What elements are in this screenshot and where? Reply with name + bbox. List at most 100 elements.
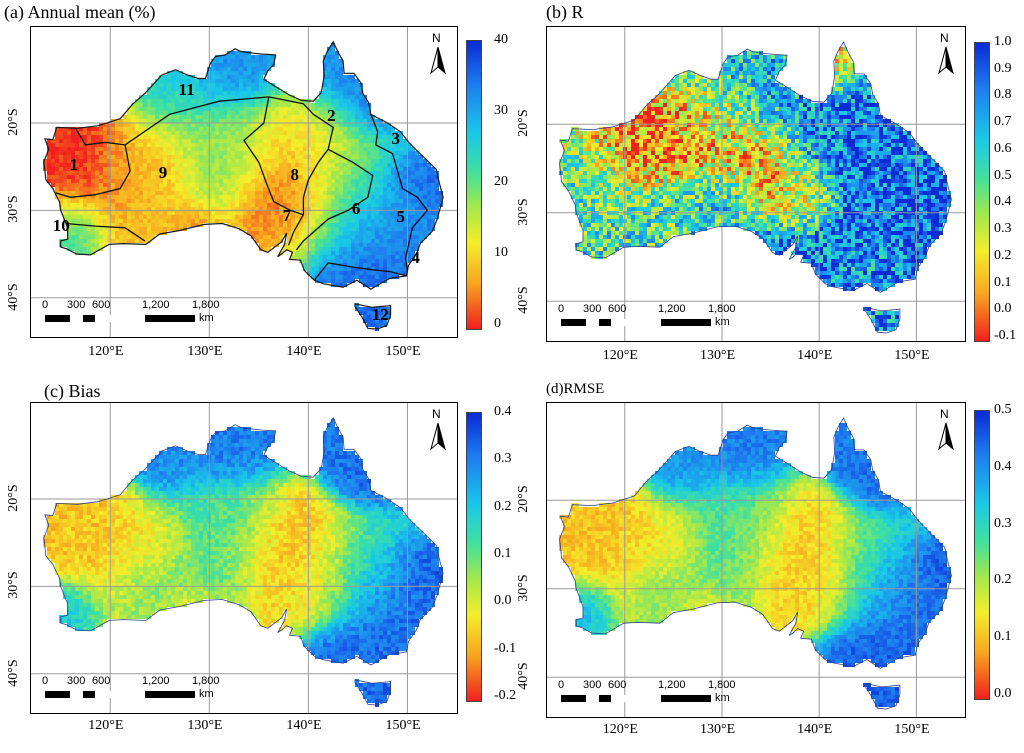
- lon-tick-label: 130°E: [187, 344, 223, 359]
- north-label: N: [432, 31, 441, 45]
- colorbar-label: -0.1: [994, 328, 1017, 343]
- lon-tick-label: 120°E: [602, 348, 638, 363]
- lat-tick-label: 30°S: [516, 198, 531, 226]
- lon-tick-label: 150°E: [894, 348, 930, 363]
- panel-a-map: 1 2 3 4 5 6 7 8 9 10 11 12 N 0 300 600 1,200 1,800 km: [30, 26, 458, 338]
- colorbar-label: 0.0: [994, 301, 1012, 317]
- region-label-11: 11: [178, 79, 195, 99]
- lon-tick-label: 140°E: [286, 718, 322, 733]
- scale-tick-label: 1,200: [142, 299, 170, 311]
- panel-c-map: N 0 300 600 1,200 1,800 km: [30, 402, 458, 714]
- panel-a-colorbar: [466, 40, 482, 330]
- panel-a-title: (a) Annual mean (%): [4, 2, 156, 22]
- panel-d-north-arrow-icon: N: [935, 407, 957, 453]
- scale-tick-label: 0: [42, 675, 49, 687]
- colorbar-label: 0.2: [994, 572, 1012, 588]
- lon-tick-label: 120°E: [88, 718, 124, 733]
- scale-bar-segment: [661, 695, 711, 702]
- panel-b-colorbar: [974, 42, 990, 342]
- colorbar-label: -0.1: [494, 640, 517, 656]
- colorbar-label: 0.3: [494, 451, 512, 467]
- colorbar-label: 0: [494, 316, 501, 331]
- scale-tick-label: 0: [42, 299, 49, 311]
- panel-b-raster: [547, 27, 965, 341]
- panel-c-colorbar: [466, 412, 482, 702]
- panel-d-title: (d)RMSE: [546, 381, 605, 397]
- scale-bar-segment: [95, 315, 145, 322]
- colorbar-label: -0.2: [494, 688, 517, 703]
- region-label-5: 5: [396, 207, 406, 227]
- colorbar-label: 0.8: [994, 87, 1012, 103]
- scale-bar-segment: [661, 319, 711, 326]
- colorbar-label: 0.4: [994, 458, 1012, 474]
- lat-tick-label: 30°S: [516, 574, 531, 602]
- colorbar-label: 0.7: [994, 114, 1012, 130]
- scale-tick-label: 1,200: [142, 675, 170, 687]
- scale-bar-segment: [82, 691, 95, 698]
- scale-bar-segment: [95, 691, 145, 698]
- scale-tick-label: 600: [608, 679, 627, 691]
- colorbar-label: 40: [494, 32, 508, 47]
- panel-b-map: N 0 300 600 1,200 1,800 km: [546, 26, 966, 342]
- colorbar-label: 1.0: [994, 34, 1012, 49]
- scale-tick-label: 300: [583, 303, 602, 315]
- lon-tick-label: 120°E: [88, 344, 124, 359]
- scale-tick-label: 300: [583, 679, 602, 691]
- scale-bar-segment: [82, 315, 95, 322]
- panel-c-north-arrow-icon: N: [427, 407, 449, 453]
- panel-c-raster: [31, 403, 457, 713]
- region-label-1: 1: [69, 154, 79, 174]
- colorbar-label: 0.6: [994, 140, 1012, 156]
- scale-bar-segment: [70, 691, 83, 698]
- lat-tick-label: 20°S: [6, 108, 21, 136]
- scale-bar-segment: [586, 695, 599, 702]
- scale-tick-label: 1,200: [658, 303, 686, 315]
- region-label-9: 9: [158, 162, 168, 182]
- scale-tick-label: 0: [558, 303, 565, 315]
- lat-tick-label: 40°S: [6, 283, 21, 311]
- lon-tick-label: 140°E: [286, 344, 322, 359]
- scale-bar-segment: [561, 319, 586, 326]
- scale-bar-segment: [145, 315, 195, 322]
- region-label-4: 4: [411, 248, 420, 268]
- north-label: N: [432, 407, 441, 421]
- colorbar-label: 0.0: [994, 686, 1012, 701]
- region-label-2: 2: [327, 106, 336, 126]
- colorbar-label: 0.1: [494, 546, 512, 561]
- colorbar-label: 10: [494, 245, 508, 260]
- scale-tick-label: 600: [92, 675, 111, 687]
- scale-bar-segment: [598, 695, 611, 702]
- scale-unit: km: [199, 688, 214, 700]
- scale-tick-label: 300: [67, 675, 86, 687]
- region-label-3: 3: [391, 128, 401, 148]
- lon-tick-label: 130°E: [699, 348, 736, 363]
- panel-a-raster: [31, 27, 457, 337]
- scale-tick-label: 1,800: [708, 303, 736, 315]
- scale-tick-label: 300: [67, 299, 86, 311]
- colorbar-label: 0.0: [494, 593, 512, 609]
- panel-d-raster: [547, 403, 965, 717]
- scale-unit: km: [715, 692, 730, 704]
- scale-bar-segment: [45, 315, 70, 322]
- scale-bar-segment: [145, 691, 195, 698]
- region-label-12: 12: [371, 305, 389, 325]
- scale-unit: km: [199, 312, 214, 324]
- region-label-7: 7: [282, 206, 292, 226]
- lat-tick-label: 40°S: [516, 662, 531, 690]
- scale-tick-label: 1,800: [708, 679, 736, 691]
- lon-tick-label: 140°E: [797, 348, 833, 363]
- scale-tick-label: 600: [608, 303, 627, 315]
- panel-c-scale-bar: 0 300 600 1,200 1,800 km: [42, 675, 225, 705]
- scale-tick-label: 1,800: [192, 299, 220, 311]
- panel-d-colorbar: [974, 410, 990, 700]
- lon-tick-label: 120°E: [602, 722, 638, 737]
- lat-tick-label: 20°S: [516, 109, 531, 137]
- north-label: N: [940, 407, 949, 421]
- panel-d-map: N 0 300 600 1,200 1,800 km: [546, 402, 966, 718]
- lon-tick-label: 130°E: [699, 722, 736, 737]
- region-label-6: 6: [351, 198, 361, 218]
- colorbar-label: 0.4: [994, 194, 1012, 210]
- scale-bar-segment: [598, 319, 611, 326]
- scale-unit: km: [715, 316, 730, 328]
- region-label-10: 10: [52, 216, 70, 236]
